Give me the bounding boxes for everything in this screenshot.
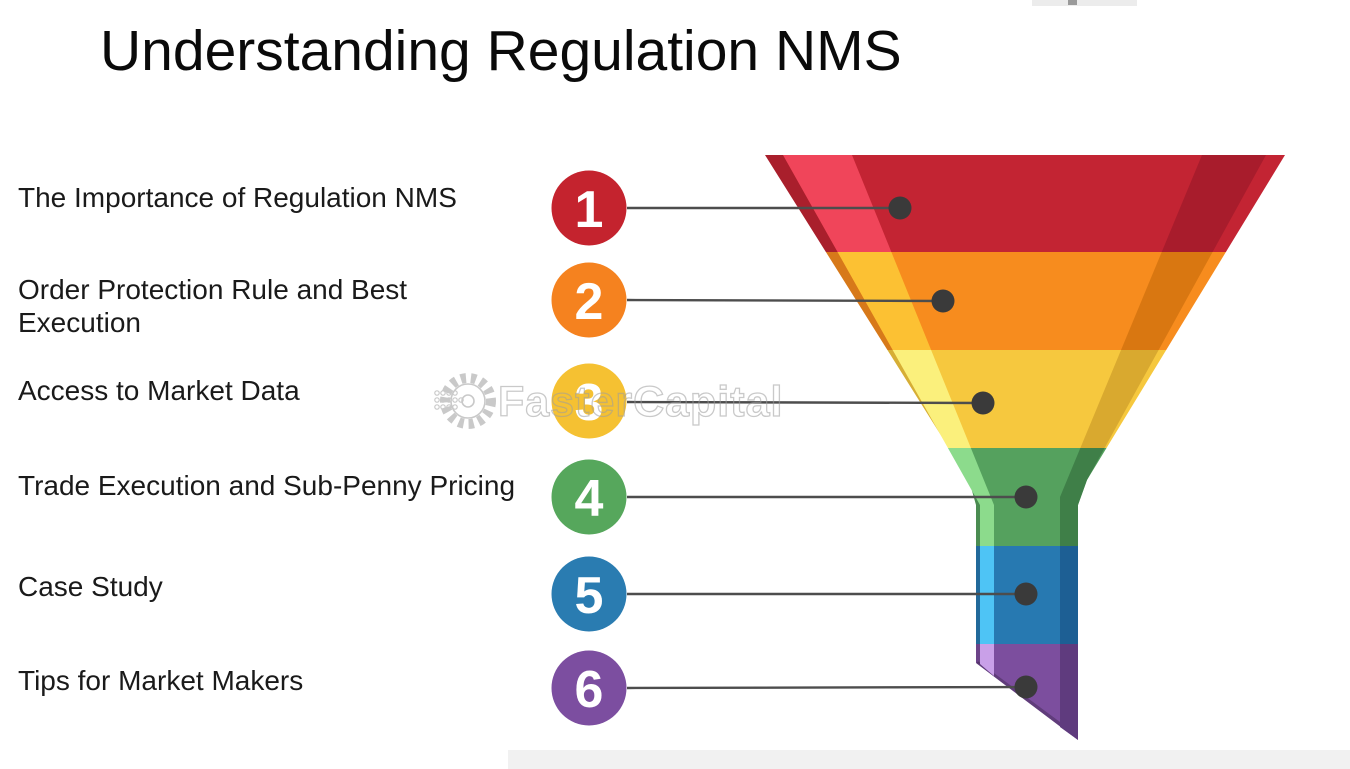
- connector-dot-2: [931, 289, 955, 313]
- watermark: FasterCapital: [434, 373, 783, 429]
- number-circle-6: [551, 650, 627, 726]
- number-circle-5: [551, 556, 627, 632]
- number-text-1: 1: [575, 181, 604, 239]
- number-circle-2: [551, 262, 627, 338]
- connector-dot-5: [1014, 582, 1038, 606]
- item-label-4: Trade Execution and Sub-Penny Pricing: [18, 470, 516, 501]
- bottom-strip: [508, 750, 1350, 769]
- number-text-3: 3: [575, 374, 604, 432]
- connector-lines: [626, 206, 1027, 690]
- connector-dots: [888, 196, 1038, 699]
- number-text-4: 4: [575, 470, 604, 528]
- connector-dot-4: [1014, 485, 1038, 509]
- item-label-2: Order Protection Rule and Best Execution: [18, 274, 408, 338]
- connector-line-3: [626, 400, 984, 405]
- connector-dot-1: [888, 196, 912, 220]
- item-label-3: Access to Market Data: [18, 375, 300, 406]
- item-label-1: The Importance of Regulation NMS: [18, 182, 457, 213]
- cropped-ui-artifact: [1032, 0, 1137, 6]
- connector-line-2: [626, 298, 944, 303]
- item-label-6: Tips for Market Makers: [18, 665, 304, 696]
- cropped-ui-artifact-mark: [1068, 0, 1077, 5]
- page-title: Understanding Regulation NMS: [100, 19, 902, 83]
- connector-dot-3: [971, 391, 995, 415]
- item-label-5: Case Study: [18, 571, 163, 602]
- number-circles: 1 2 3 4 5 6: [551, 170, 627, 726]
- number-circle-3: [551, 363, 627, 439]
- gear-dots: [434, 390, 464, 410]
- number-circle-1: [551, 170, 627, 246]
- connector-dot-6: [1014, 675, 1038, 699]
- number-text-2: 2: [575, 273, 604, 331]
- number-text-5: 5: [575, 567, 604, 625]
- gear-icon: [434, 373, 496, 429]
- number-circle-4: [551, 459, 627, 535]
- number-text-6: 6: [575, 661, 604, 719]
- funnel-band-yellow: [765, 350, 1285, 448]
- connector-line-6: [626, 685, 1027, 690]
- watermark-text: FasterCapital: [498, 378, 783, 426]
